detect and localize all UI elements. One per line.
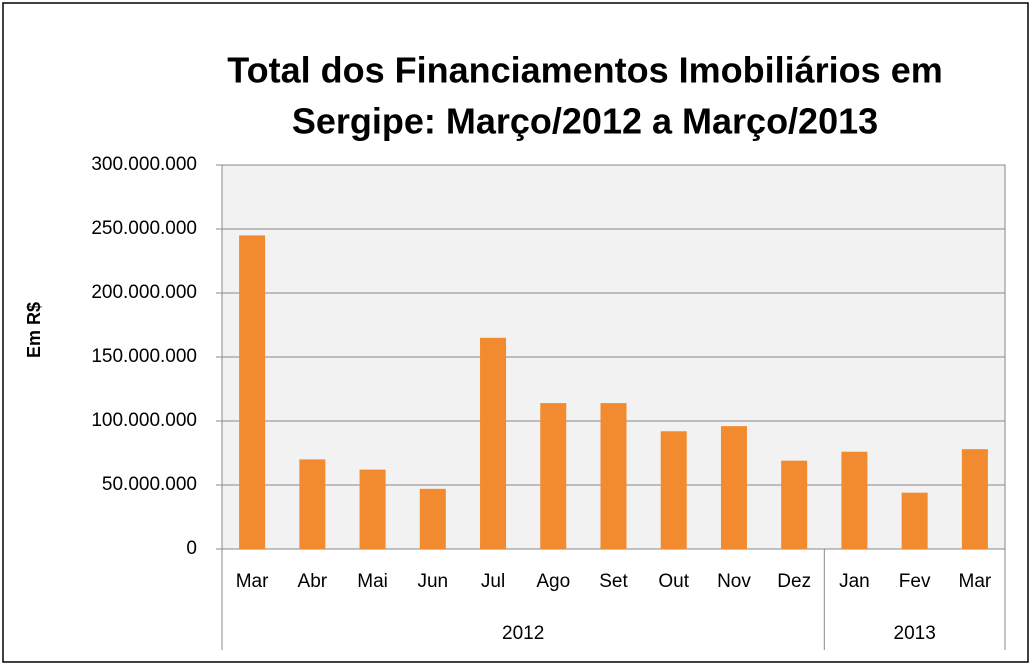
x-tick-label: Mai	[357, 571, 388, 592]
bar	[841, 451, 868, 549]
bar	[720, 426, 747, 549]
y-tick-label: 50.000.000	[102, 474, 197, 495]
y-axis-label: Em R$	[24, 302, 44, 358]
bar	[419, 488, 446, 549]
x-tick-label: Mar	[236, 571, 269, 592]
bar	[239, 235, 266, 549]
x-tick-label: Jun	[417, 571, 448, 592]
x-tick-label: Dez	[777, 571, 811, 592]
bar	[961, 449, 988, 549]
x-tick-label: Fev	[899, 571, 931, 592]
y-tick-label: 250.000.000	[91, 218, 197, 239]
group-label: 2013	[894, 623, 936, 644]
bar	[901, 492, 928, 549]
chart-title: Sergipe: Março/2012 a Março/2013	[292, 101, 878, 142]
x-tick-label: Set	[599, 571, 628, 592]
chart-title: Total dos Financiamentos Imobiliários em	[227, 50, 942, 91]
y-tick-label: 100.000.000	[91, 410, 197, 431]
x-tick-label: Out	[658, 571, 689, 592]
y-tick-label: 150.000.000	[91, 346, 197, 367]
y-tick-label: 300.000.000	[91, 154, 197, 175]
bar	[781, 460, 808, 549]
bar	[600, 403, 627, 549]
bar	[480, 337, 507, 549]
bar	[359, 469, 386, 549]
x-tick-label: Nov	[717, 571, 751, 592]
x-tick-label: Mar	[959, 571, 992, 592]
x-tick-label: Ago	[536, 571, 570, 592]
bar	[540, 403, 567, 549]
x-tick-label: Abr	[298, 571, 328, 592]
group-label: 2012	[502, 623, 544, 644]
bar	[660, 431, 687, 549]
y-tick-label: 0	[186, 538, 197, 559]
x-tick-label: Jan	[839, 571, 870, 592]
y-tick-label: 200.000.000	[91, 282, 197, 303]
x-tick-label: Jul	[481, 571, 505, 592]
bar	[299, 459, 326, 549]
